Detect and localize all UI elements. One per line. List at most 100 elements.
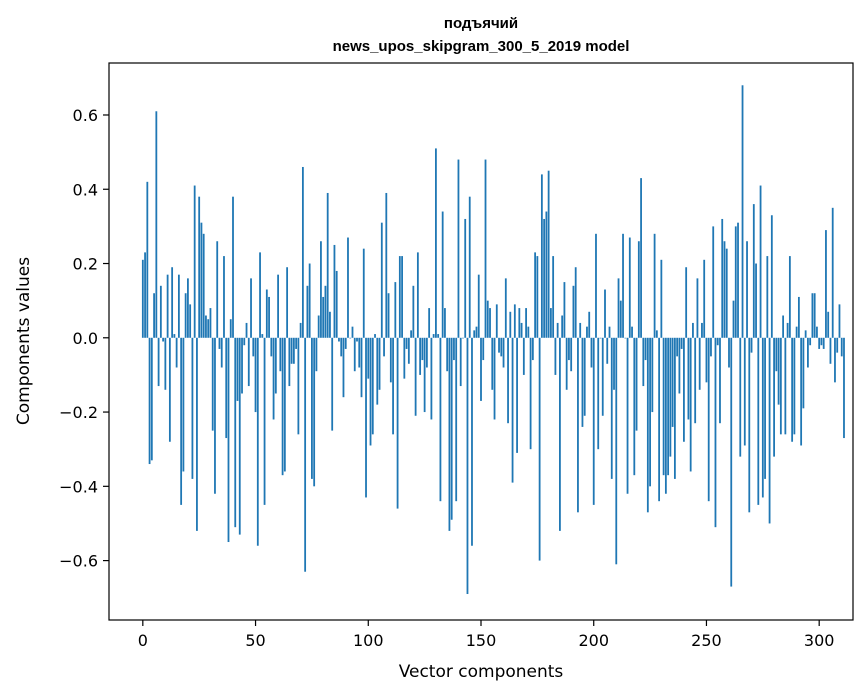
bar-component-277 — [766, 256, 769, 338]
bar-component-213 — [622, 233, 624, 338]
bar-component-310 — [840, 337, 843, 357]
bar-component-166 — [516, 337, 518, 453]
bar-component-188 — [565, 337, 568, 390]
bar-component-183 — [554, 337, 557, 375]
bar-component-104 — [376, 337, 379, 405]
bar-component-272 — [755, 263, 757, 338]
bar-component-84 — [331, 337, 334, 431]
bar-component-146 — [471, 337, 473, 546]
bar-component-281 — [775, 337, 778, 372]
bar-component-294 — [804, 330, 807, 338]
bar-component-173 — [531, 337, 534, 361]
bar-component-129 — [432, 334, 435, 338]
bar-component-138 — [453, 337, 455, 361]
bar-component-16 — [177, 274, 180, 338]
bar-component-55 — [265, 289, 268, 338]
bar-component-122 — [416, 252, 419, 338]
bar-component-15 — [175, 337, 178, 368]
bar-component-278 — [768, 337, 771, 524]
bar-component-112 — [394, 282, 397, 338]
bar-component-189 — [568, 337, 570, 361]
bar-component-117 — [405, 337, 408, 349]
bar-component-238 — [678, 337, 681, 394]
bar-component-87 — [338, 337, 340, 342]
bar-component-221 — [640, 178, 642, 338]
bar-component-170 — [525, 308, 527, 338]
bar-component-246 — [696, 278, 699, 338]
bar-component-223 — [644, 337, 647, 361]
bar-component-273 — [757, 337, 760, 505]
bar-component-253 — [712, 226, 715, 338]
bar-component-295 — [807, 337, 809, 368]
bar-component-252 — [710, 337, 712, 357]
bar-component-222 — [642, 337, 645, 387]
bar-component-116 — [403, 337, 406, 379]
bar-component-220 — [637, 241, 640, 338]
bar-component-236 — [673, 337, 676, 479]
bar-component-101 — [369, 337, 372, 446]
bar-component-303 — [825, 230, 827, 338]
bar-component-144 — [466, 337, 469, 595]
bar-component-270 — [750, 337, 753, 353]
bar-component-26 — [200, 222, 203, 338]
bar-component-89 — [342, 337, 345, 398]
bar-component-231 — [662, 337, 665, 476]
bar-component-22 — [191, 337, 194, 479]
bar-component-51 — [256, 337, 259, 546]
bar-component-137 — [450, 337, 453, 520]
bar-component-110 — [389, 337, 392, 383]
bar-component-178 — [543, 218, 546, 338]
bar-component-214 — [624, 337, 627, 339]
x-tick-label: 250 — [691, 631, 722, 650]
bar-component-58 — [272, 337, 275, 420]
bar-component-247 — [698, 337, 701, 390]
bar-component-38 — [227, 337, 230, 543]
bar-component-232 — [664, 337, 667, 494]
bar-component-62 — [281, 337, 284, 476]
bar-component-27 — [202, 233, 205, 338]
x-tick-label: 200 — [578, 631, 609, 650]
bar-component-143 — [464, 218, 467, 338]
bar-component-296 — [809, 337, 812, 346]
bar-component-102 — [371, 337, 374, 435]
bar-component-194 — [579, 322, 582, 338]
bar-component-279 — [770, 215, 773, 338]
bar-component-66 — [290, 337, 293, 364]
bar-component-260 — [728, 337, 730, 368]
bar-component-275 — [761, 337, 764, 498]
bar-component-300 — [818, 337, 821, 349]
bar-component-57 — [270, 337, 273, 357]
bar-component-187 — [563, 282, 566, 338]
bar-component-45 — [243, 337, 246, 346]
bar-component-77 — [315, 337, 318, 372]
bar-component-198 — [588, 311, 591, 338]
bar-component-134 — [444, 308, 446, 338]
bar-component-119 — [410, 330, 413, 338]
bar-component-154 — [489, 308, 491, 338]
bar-component-113 — [396, 337, 399, 509]
bar-component-107 — [383, 337, 385, 357]
bar-component-34 — [218, 337, 221, 349]
y-tick-label: −0.6 — [59, 552, 98, 571]
bar-component-99 — [365, 337, 367, 498]
bar-component-64 — [286, 267, 289, 338]
bar-component-266 — [741, 85, 744, 338]
bar-component-151 — [482, 337, 485, 361]
bar-component-12 — [168, 337, 171, 442]
bar-component-301 — [820, 337, 823, 346]
bar-component-241 — [685, 267, 688, 338]
bar-component-184 — [556, 322, 559, 338]
bar-component-73 — [306, 285, 309, 338]
bar-component-123 — [419, 337, 422, 375]
bar-component-140 — [457, 159, 460, 338]
bar-component-95 — [356, 337, 358, 342]
y-tick-label: 0.0 — [73, 329, 98, 348]
bar-component-2 — [146, 181, 149, 338]
bar-component-67 — [292, 337, 295, 364]
bar-component-291 — [797, 296, 800, 338]
bar-component-157 — [495, 304, 498, 338]
bar-component-86 — [335, 270, 338, 338]
bar-component-190 — [570, 337, 573, 372]
bar-component-299 — [816, 326, 818, 338]
